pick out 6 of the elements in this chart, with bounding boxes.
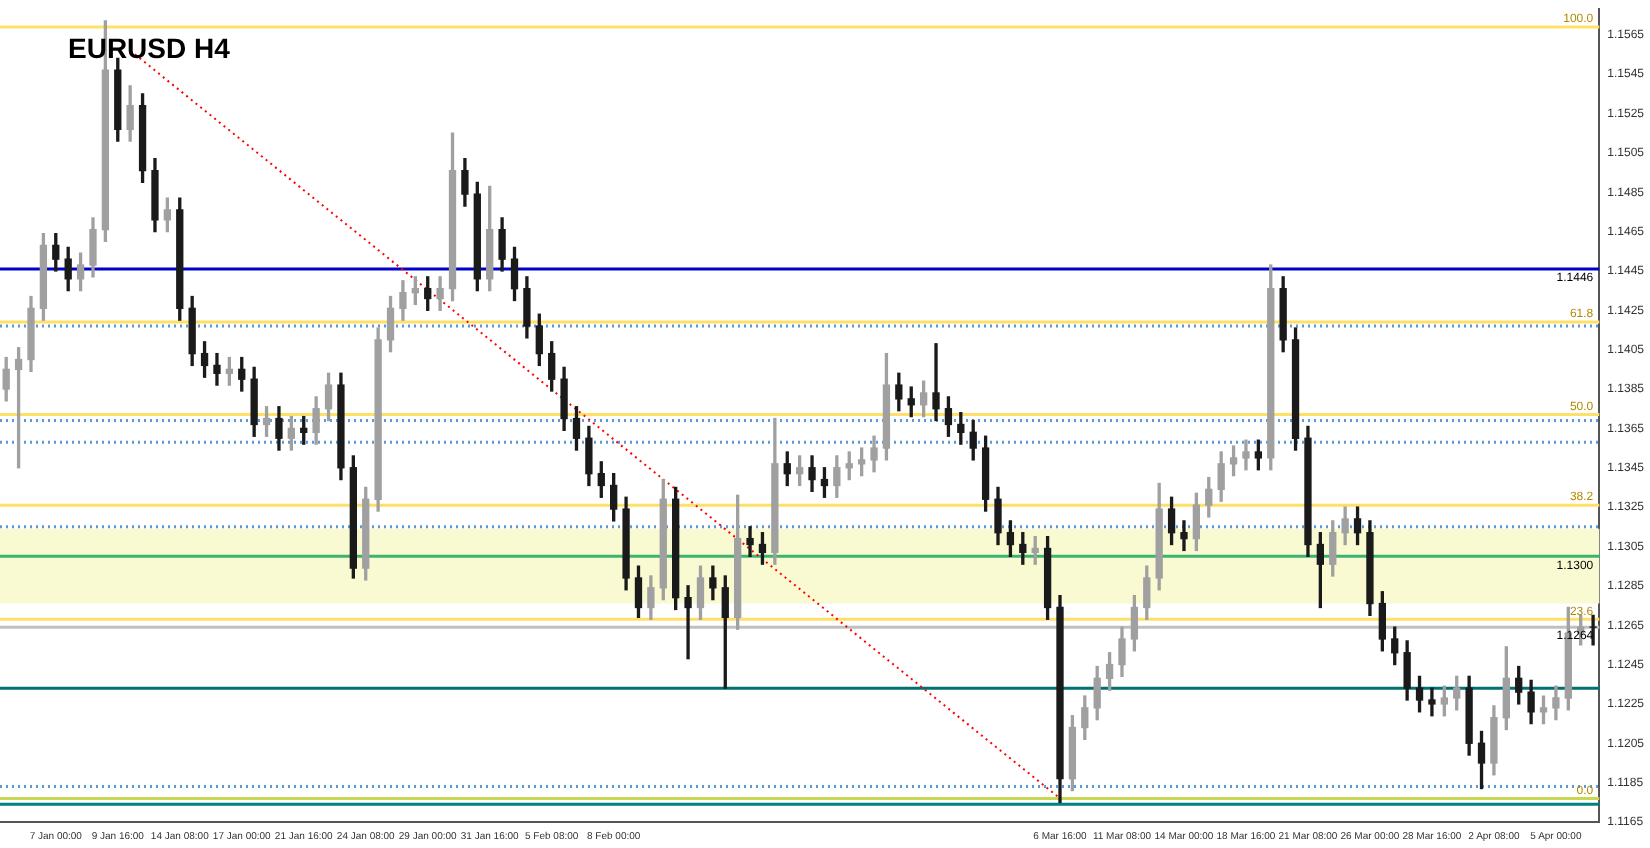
candlestick	[684, 585, 692, 660]
candlestick	[1428, 687, 1436, 717]
candlestick	[932, 343, 940, 422]
candlestick	[746, 526, 754, 557]
candlestick	[1180, 520, 1188, 552]
text: EURUSD H4	[68, 31, 231, 64]
